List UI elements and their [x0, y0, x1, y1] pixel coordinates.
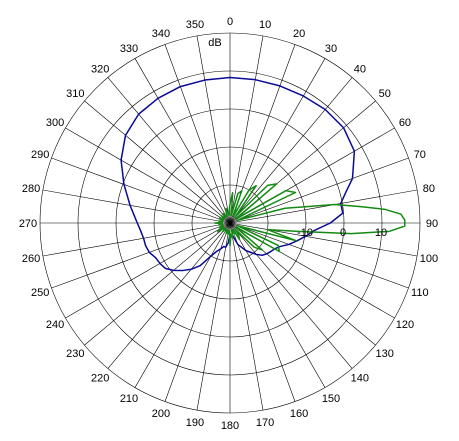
grid-spoke [51, 222, 231, 289]
polar-grid [39, 32, 421, 414]
radial-tick-labels: -10 0 10 [297, 227, 387, 239]
grid-spoke [229, 222, 296, 402]
angle-tick-label: 150 [322, 393, 340, 405]
angle-tick-label: 310 [66, 88, 84, 100]
grid-spoke [229, 189, 418, 224]
angle-tick-label: 250 [31, 287, 49, 299]
angle-tick-label: 100 [420, 253, 438, 265]
angle-tick-label: 340 [152, 28, 170, 40]
grid-spoke [65, 127, 231, 224]
angle-tick-labels: 0 102030405060708090100110120130140150160… [19, 16, 438, 432]
grid-spoke [42, 189, 231, 224]
angle-tick-label: 330 [120, 43, 138, 55]
angle-tick-label: 300 [46, 117, 64, 129]
angle-tick-label: 230 [66, 348, 84, 360]
angle-tick-label: 240 [46, 319, 64, 331]
grid-spoke [84, 222, 231, 346]
radial-tick-label: 10 [375, 227, 387, 239]
angle-tick-label: 10 [259, 19, 271, 31]
grid-spoke [107, 222, 231, 369]
angle-tick-label: 60 [399, 117, 411, 129]
series-line-1 [120, 76, 356, 272]
grid-spoke [229, 222, 353, 369]
series-line-2 [214, 183, 406, 253]
angle-tick-label: 160 [290, 408, 308, 420]
radial-tick-label: 0 [340, 227, 346, 239]
unit-label: dB [208, 37, 221, 49]
grid-spoke [51, 157, 231, 224]
grid-spoke [229, 77, 353, 224]
angle-tick-label: 140 [351, 373, 369, 385]
grid-spoke [229, 222, 409, 289]
angle-tick-label: 0 [227, 16, 233, 28]
grid-spoke [65, 222, 231, 319]
angle-tick-label: 190 [186, 417, 204, 429]
angle-tick-label: 220 [91, 373, 109, 385]
angle-tick-label: 110 [411, 287, 429, 299]
angle-tick-label: 280 [22, 183, 40, 195]
grid-spoke [42, 222, 231, 257]
grid-spoke [229, 35, 264, 224]
grid-spoke [107, 77, 231, 224]
angle-tick-label: 30 [325, 43, 337, 55]
grid-spoke [229, 157, 409, 224]
angle-tick-label: 170 [256, 417, 274, 429]
angle-tick-label: 180 [221, 420, 239, 432]
angle-tick-label: 130 [376, 348, 394, 360]
grid-spoke [164, 222, 231, 402]
angle-tick-label: 90 [426, 218, 438, 230]
angle-tick-label: 120 [396, 319, 414, 331]
angle-tick-label: 260 [22, 253, 40, 265]
angle-tick-label: 70 [414, 149, 426, 161]
angle-tick-label: 320 [91, 63, 109, 75]
angle-tick-label: 350 [186, 19, 204, 31]
grid-spoke [134, 58, 231, 224]
grid-spoke [134, 222, 231, 388]
radial-tick-label: -10 [297, 227, 313, 239]
angle-tick-label: 40 [354, 63, 366, 75]
angle-tick-label: 270 [19, 218, 37, 230]
grid-spoke [196, 222, 231, 411]
angle-tick-label: 20 [293, 28, 305, 40]
grid-spoke [229, 222, 418, 257]
angle-tick-label: 210 [120, 393, 138, 405]
angle-tick-label: 80 [423, 183, 435, 195]
plot-area [120, 76, 406, 272]
grid-spoke [229, 222, 264, 411]
angle-tick-label: 50 [379, 88, 391, 100]
angle-tick-label: 200 [152, 408, 170, 420]
grid-spoke [164, 44, 231, 224]
angle-tick-label: 290 [31, 149, 49, 161]
grid-spoke [84, 100, 231, 224]
grid-spoke [196, 35, 231, 224]
